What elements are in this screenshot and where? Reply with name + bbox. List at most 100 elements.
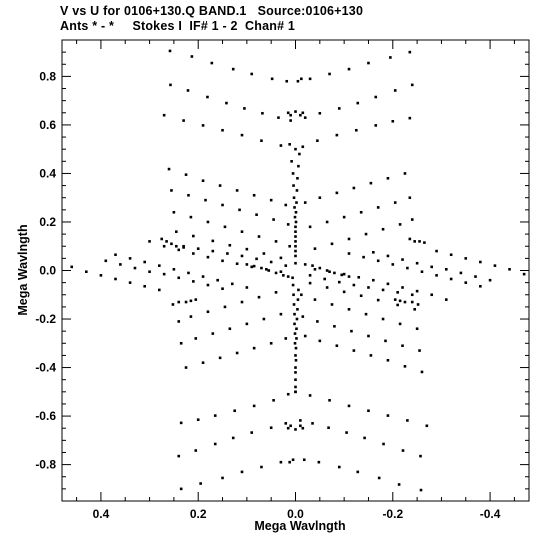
uv-point	[398, 223, 402, 226]
uv-point	[162, 113, 166, 117]
uv-point	[293, 341, 297, 345]
uv-point	[295, 201, 298, 204]
plot-title-line-1: V vs U for 0106+130.Q BAND.1 Source:0106…	[60, 4, 364, 18]
uv-point	[464, 257, 468, 260]
uv-point	[70, 265, 74, 269]
uv-point	[479, 284, 482, 288]
uv-point	[260, 266, 263, 270]
uv-point	[359, 210, 363, 214]
uv-point	[128, 281, 132, 284]
uv-point	[230, 282, 234, 286]
uv-point	[522, 272, 526, 276]
uv-point	[449, 277, 453, 281]
uv-point	[435, 274, 438, 277]
uv-point	[333, 271, 336, 275]
uv-point	[171, 303, 175, 306]
uv-point	[294, 378, 297, 381]
uv-point	[355, 128, 358, 132]
uv-point	[223, 225, 227, 229]
uv-point	[459, 271, 463, 275]
uv-point	[201, 275, 205, 278]
uv-point	[337, 107, 341, 110]
uv-point	[257, 235, 261, 238]
uv-point	[294, 254, 297, 258]
uv-point	[435, 249, 438, 253]
uv-point	[235, 189, 239, 192]
uv-point	[449, 253, 453, 257]
uv-point	[157, 264, 161, 267]
uv-point	[296, 79, 300, 83]
uv-point	[262, 252, 266, 255]
uv-point	[175, 244, 178, 248]
uv-point	[291, 276, 294, 280]
uv-point	[403, 300, 407, 304]
uv-point	[289, 424, 292, 428]
uv-point	[192, 280, 195, 283]
uv-point	[269, 198, 273, 202]
uv-point	[119, 263, 122, 266]
uv-point	[211, 249, 215, 253]
major-ticks	[62, 40, 529, 501]
uv-point	[403, 172, 407, 175]
uv-point	[206, 95, 209, 99]
uv-point	[386, 254, 390, 258]
uv-point	[190, 55, 194, 58]
uv-point	[177, 454, 181, 458]
uv-point	[301, 145, 305, 149]
uv-point	[374, 95, 378, 99]
uv-point	[210, 61, 214, 65]
uv-point	[381, 227, 385, 231]
uv-point	[294, 110, 297, 113]
x-tick-label: -0.2	[382, 507, 403, 521]
uv-point	[376, 206, 380, 209]
uv-point	[286, 275, 290, 278]
uv-point	[294, 371, 297, 374]
uv-point	[342, 290, 346, 294]
uv-point	[299, 424, 302, 428]
uv-point	[201, 124, 205, 127]
y-axis-title: Mega Wavlngth	[16, 224, 30, 315]
uv-point	[335, 133, 339, 137]
uv-point	[114, 277, 117, 281]
uv-point	[182, 244, 185, 248]
uv-point	[204, 198, 207, 202]
uv-point	[245, 247, 249, 251]
uv-point	[240, 470, 244, 474]
uv-point	[397, 483, 401, 486]
uv-point	[172, 267, 176, 271]
uv-point	[179, 487, 183, 491]
uv-point	[292, 303, 296, 306]
uv-point	[169, 83, 172, 87]
uv-point	[408, 50, 412, 54]
uv-point	[255, 257, 258, 261]
uv-point	[216, 278, 219, 282]
uv-point	[282, 274, 285, 277]
uv-point	[274, 291, 278, 294]
uv-point	[269, 260, 273, 264]
uv-point	[177, 320, 181, 323]
uv-point	[303, 263, 307, 266]
uv-point	[192, 252, 195, 255]
y-tick-label: 0.0	[39, 264, 56, 278]
uv-point	[347, 404, 351, 408]
x-tick-labels: 0.4 0.2 0.0 -0.2 -0.4	[93, 507, 501, 521]
uv-point	[340, 273, 344, 277]
uv-point	[279, 460, 283, 464]
y-tick-labels: 0.8 0.6 0.4 0.2 0.0 -0.2 -0.4 -0.6 -0.8	[35, 69, 56, 471]
uv-point	[294, 358, 298, 362]
uv-point	[294, 428, 297, 431]
uv-point	[311, 422, 314, 425]
uv-point	[303, 116, 307, 119]
uv-point	[294, 244, 297, 248]
uv-point	[364, 232, 368, 236]
uv-point	[413, 308, 416, 311]
uv-point	[294, 354, 297, 357]
uv-point	[270, 77, 274, 81]
uv-point	[352, 186, 356, 190]
uv-point	[294, 249, 297, 253]
uv-point	[328, 399, 331, 402]
uv-point	[347, 308, 351, 311]
uv-point	[206, 255, 210, 259]
uv-point	[286, 223, 290, 226]
